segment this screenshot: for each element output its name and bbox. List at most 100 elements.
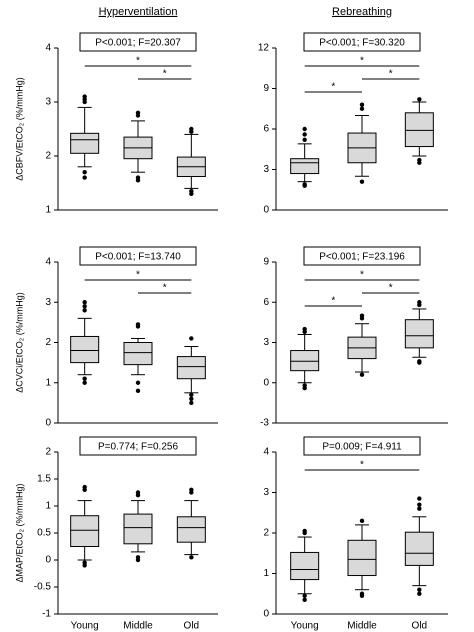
significance-label: * (163, 69, 167, 80)
annotation: P<0.001; F=30.320 (319, 38, 405, 49)
annotation: P=0.774; F=0.256 (98, 442, 179, 453)
outlier (82, 380, 87, 385)
chart-title: Hyperventilation (99, 6, 178, 18)
outlier (417, 506, 422, 511)
y-tick-label: 4 (263, 447, 269, 458)
annotation: P=0.009; F=4.911 (322, 442, 402, 453)
y-axis-label: ΔCBFV/EtCO₂ (%/mmHg) (14, 77, 24, 181)
y-tick-label: 0 (263, 377, 269, 388)
annotation-box (303, 32, 421, 52)
outlier (82, 300, 87, 305)
box (70, 132, 100, 154)
outlier (82, 99, 87, 105)
outlier (359, 106, 365, 111)
outlier (135, 380, 141, 385)
outlier (417, 97, 422, 102)
outlier (417, 587, 422, 592)
outlier (135, 388, 141, 393)
box (290, 350, 320, 372)
annotation-box (79, 436, 197, 456)
x-tick-label: Young (291, 621, 319, 632)
outlier (302, 385, 307, 391)
outlier (302, 132, 307, 137)
y-tick-label: 1 (45, 377, 51, 388)
outlier (417, 496, 422, 501)
y-tick-label: 2 (45, 151, 51, 162)
outlier (82, 563, 87, 568)
outlier (302, 183, 307, 188)
significance-label: * (360, 460, 364, 471)
x-tick-label: Old (184, 621, 200, 632)
y-tick-label: 3 (45, 297, 51, 308)
y-tick-label: 1 (45, 501, 51, 512)
outlier (417, 160, 422, 165)
significance-label: * (360, 56, 364, 67)
box (70, 515, 100, 547)
box (290, 158, 320, 175)
outlier (82, 308, 87, 313)
annotation-box (79, 32, 197, 52)
y-tick-label: -0.5 (34, 582, 52, 593)
significance-label: * (136, 56, 140, 67)
outlier (82, 376, 87, 381)
box (70, 335, 100, 364)
outlier (359, 179, 365, 184)
significance-label: * (331, 296, 335, 307)
outlier (189, 129, 194, 134)
significance-label: * (389, 69, 393, 80)
outlier (359, 518, 365, 524)
outlier (135, 113, 141, 118)
outlier (189, 191, 194, 196)
y-tick-label: 1 (263, 568, 269, 579)
annotation-box (303, 436, 421, 456)
outlier (189, 555, 194, 560)
outlier (82, 304, 87, 309)
outlier (189, 490, 194, 495)
box (404, 531, 434, 566)
box (123, 513, 153, 545)
y-tick-label: -1 (42, 609, 51, 620)
y-tick-label: 6 (263, 297, 269, 308)
outlier (417, 502, 422, 507)
chart-title: Rebreathing (332, 6, 392, 18)
significance-label: * (360, 270, 364, 281)
box (176, 356, 206, 380)
significance-label: * (389, 283, 393, 294)
significance-label: * (163, 283, 167, 294)
outlier (82, 170, 87, 175)
outlier (302, 597, 307, 603)
outlier (359, 102, 365, 107)
outlier (189, 392, 194, 398)
y-tick-label: 0.5 (37, 528, 51, 539)
outlier (359, 316, 365, 321)
outlier (302, 126, 307, 132)
x-tick-label: Middle (123, 621, 153, 632)
outlier (135, 324, 141, 329)
y-axis-label: ΔCVCi/EtCO₂ (%/mmHg) (14, 292, 24, 393)
y-tick-label: 0 (45, 555, 51, 566)
annotation: P<0.001; F=23.196 (319, 252, 405, 263)
outlier (302, 137, 307, 142)
outlier (302, 530, 307, 536)
x-tick-label: Old (412, 621, 428, 632)
y-tick-label: 0 (45, 418, 51, 429)
box (176, 516, 206, 543)
y-tick-label: 4 (45, 43, 51, 54)
box (404, 319, 434, 349)
outlier (135, 557, 141, 563)
y-tick-label: 6 (263, 124, 269, 135)
y-tick-label: 3 (263, 337, 269, 348)
outlier (417, 302, 422, 308)
annotation-box (79, 246, 197, 266)
annotation: P<0.001; F=20.307 (95, 38, 181, 49)
outlier (135, 178, 141, 183)
y-tick-label: 0 (263, 609, 269, 620)
outlier (417, 360, 422, 365)
x-tick-label: Young (71, 621, 99, 632)
x-tick-label: Middle (347, 621, 377, 632)
y-tick-label: 9 (263, 257, 269, 268)
annotation-box (303, 246, 421, 266)
box (404, 112, 434, 148)
y-tick-label: 2 (263, 528, 269, 539)
y-tick-label: 0 (263, 205, 269, 216)
